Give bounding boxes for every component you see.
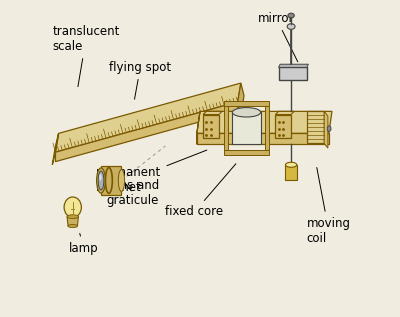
Polygon shape — [307, 111, 324, 143]
Ellipse shape — [232, 107, 261, 117]
Polygon shape — [52, 133, 59, 165]
Ellipse shape — [287, 24, 295, 29]
Polygon shape — [203, 114, 219, 138]
Polygon shape — [324, 111, 328, 148]
Text: fixed core: fixed core — [166, 164, 236, 218]
Text: translucent
scale: translucent scale — [52, 25, 120, 87]
Ellipse shape — [68, 224, 78, 228]
Ellipse shape — [97, 168, 106, 193]
Text: moving
coil: moving coil — [307, 167, 351, 245]
Polygon shape — [224, 101, 269, 106]
Polygon shape — [276, 111, 294, 114]
Text: flying spot: flying spot — [109, 61, 171, 99]
Polygon shape — [278, 64, 308, 68]
Ellipse shape — [64, 197, 81, 217]
Polygon shape — [197, 111, 200, 144]
Polygon shape — [276, 114, 291, 138]
Polygon shape — [197, 133, 329, 144]
Text: lamp: lamp — [69, 233, 98, 255]
Polygon shape — [238, 83, 244, 118]
Ellipse shape — [118, 170, 124, 191]
Ellipse shape — [67, 215, 78, 218]
Polygon shape — [56, 83, 241, 152]
Polygon shape — [67, 217, 78, 226]
Polygon shape — [56, 102, 238, 162]
Ellipse shape — [327, 126, 331, 132]
Polygon shape — [232, 112, 261, 144]
Polygon shape — [278, 68, 307, 80]
Polygon shape — [203, 111, 222, 114]
Ellipse shape — [288, 13, 294, 18]
Polygon shape — [265, 106, 269, 150]
Text: lens and
graticule: lens and graticule — [107, 179, 159, 207]
Ellipse shape — [99, 174, 102, 180]
Ellipse shape — [98, 171, 104, 190]
Polygon shape — [224, 150, 269, 155]
Polygon shape — [101, 166, 122, 195]
Text: permanent
magnet: permanent magnet — [96, 150, 207, 195]
Polygon shape — [224, 106, 228, 150]
Text: mirror: mirror — [258, 12, 298, 62]
Ellipse shape — [286, 162, 297, 167]
Polygon shape — [197, 111, 332, 133]
Polygon shape — [286, 165, 297, 180]
